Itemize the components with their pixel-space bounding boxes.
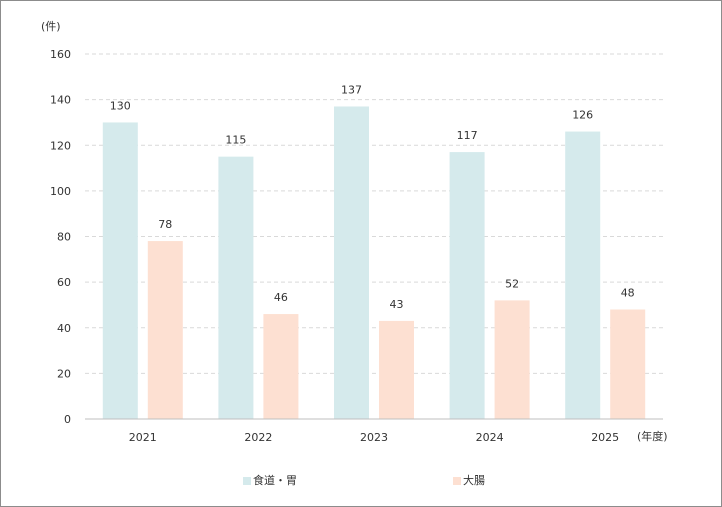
y-tick-label: 60 — [57, 276, 71, 289]
data-label: 78 — [158, 218, 172, 231]
bar-series2-2023 — [379, 320, 414, 419]
data-label: 48 — [621, 287, 635, 300]
y-tick-label: 0 — [64, 413, 71, 426]
y-unit-label: (件) — [41, 20, 61, 33]
data-label: 43 — [390, 298, 404, 311]
x-tick-label: 2022 — [244, 431, 272, 444]
bar-series1-2021 — [102, 122, 138, 419]
bar-series2-2021 — [147, 241, 183, 419]
x-unit-label: (年度) — [637, 429, 668, 443]
y-tick-label: 160 — [50, 48, 71, 61]
bar-series1-2025 — [565, 131, 601, 419]
bar-series1-2023 — [334, 106, 369, 419]
data-label: 115 — [225, 134, 246, 147]
data-label: 137 — [341, 83, 362, 96]
x-tick-label: 2023 — [360, 431, 388, 444]
y-tick-label: 40 — [57, 322, 71, 335]
data-label: 46 — [274, 291, 288, 304]
x-tick-label: 2021 — [129, 431, 157, 444]
label-layer: 0 20 40 60 80 100 120 140 160 130 78 2021 115 46 2022 1… — [50, 48, 635, 444]
y-tick-label: 140 — [50, 94, 71, 107]
legend: 食道・胃 大腸 — [243, 473, 485, 487]
legend-swatch — [243, 477, 251, 485]
data-label: 130 — [110, 99, 131, 112]
data-label: 117 — [457, 129, 478, 142]
y-tick-label: 120 — [50, 139, 71, 152]
legend-swatch — [453, 477, 461, 485]
bar-series1-2024 — [449, 152, 485, 419]
y-tick-label: 80 — [57, 231, 71, 244]
data-label: 126 — [572, 109, 593, 122]
x-tick-label: 2025 — [591, 431, 619, 444]
bar-series2-2025 — [610, 309, 646, 419]
y-tick-label: 100 — [50, 185, 71, 198]
bar-series2-2024 — [494, 300, 530, 419]
legend-label: 食道・胃 — [253, 473, 297, 487]
bar-series1-2022 — [218, 156, 254, 419]
grid-layer — [85, 53, 663, 374]
data-label: 52 — [505, 277, 519, 290]
x-tick-label: 2024 — [476, 431, 504, 444]
bar-series2-2022 — [263, 314, 299, 419]
y-tick-label: 20 — [57, 367, 71, 380]
legend-label: 大腸 — [463, 473, 485, 487]
bar-layer — [102, 106, 646, 419]
